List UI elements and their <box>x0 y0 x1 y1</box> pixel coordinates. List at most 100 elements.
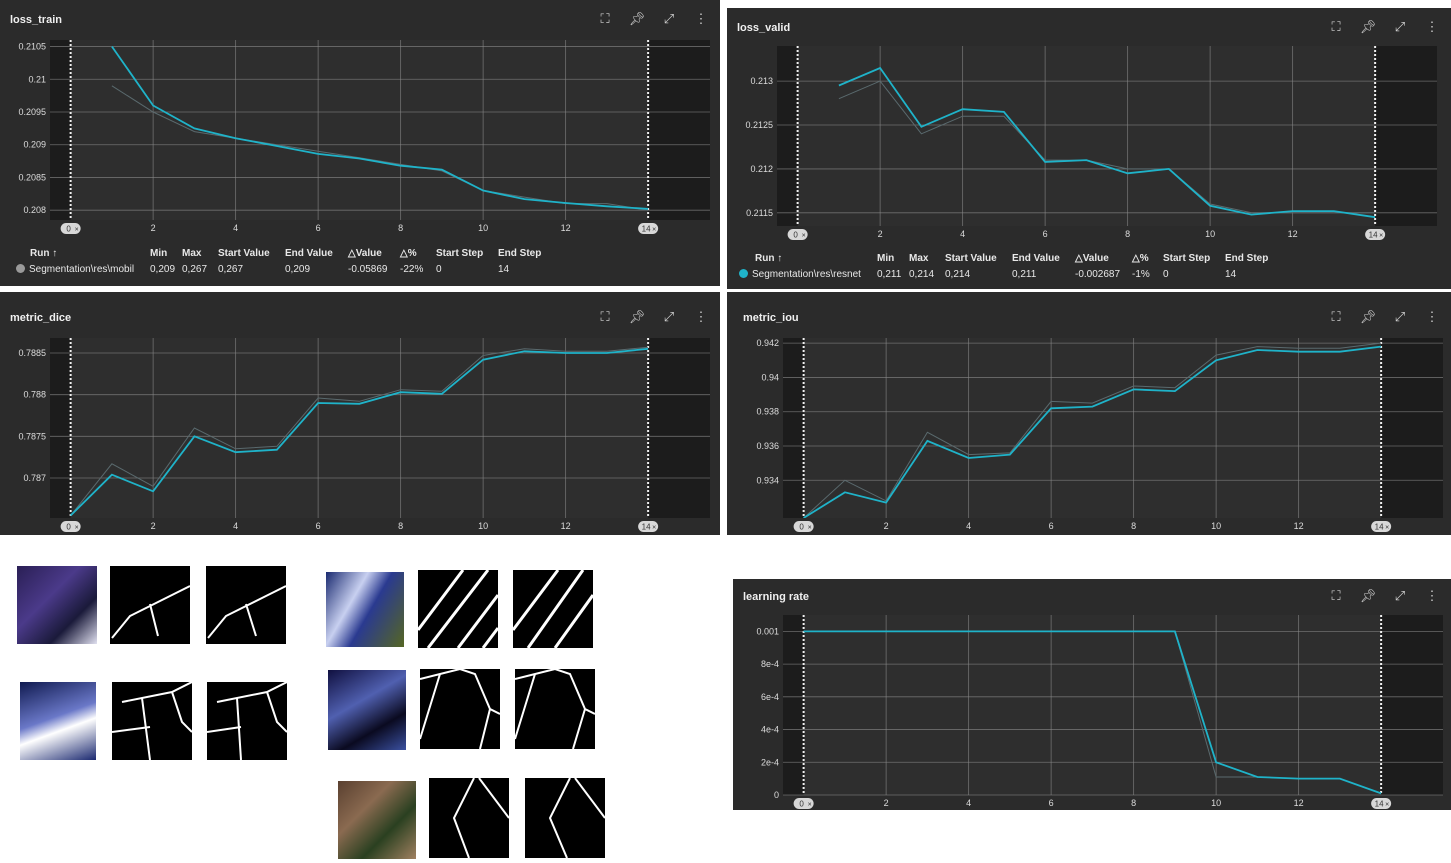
x-tick-label: 2 <box>151 223 156 233</box>
x-tick-label: 10 <box>1211 521 1221 531</box>
x-tick-label: 2 <box>884 798 889 808</box>
road-lines <box>206 566 286 644</box>
y-tick-label: 0.2125 <box>745 120 773 130</box>
cell-start-step: 0 <box>436 264 442 275</box>
range-clear-icon: × <box>808 802 812 809</box>
x-tick-label: 10 <box>1211 798 1221 808</box>
cell-end-step: 14 <box>498 264 509 275</box>
range-shade-right <box>1381 338 1443 518</box>
col-end-value: End Value <box>285 248 333 259</box>
cell-max: 0,267 <box>182 264 207 275</box>
range-clear-icon: × <box>1379 233 1383 240</box>
col-run[interactable]: Run ↑ <box>755 253 782 264</box>
range-handle-label: 14 <box>1369 231 1378 240</box>
x-tick-label: 10 <box>1205 229 1215 239</box>
col-end-step: End Step <box>498 248 541 259</box>
x-tick-label: 8 <box>1131 798 1136 808</box>
x-tick-label: 12 <box>1294 798 1304 808</box>
col-min: Min <box>150 248 167 259</box>
x-tick-label: 8 <box>1131 521 1136 531</box>
cell-delta-value: -0.05869 <box>348 264 387 275</box>
predicted-mask <box>525 778 605 858</box>
range-shade-right <box>648 338 710 518</box>
x-tick-label: 12 <box>1294 521 1304 531</box>
road-lines <box>515 669 595 749</box>
road-lines <box>207 682 287 760</box>
road-lines <box>525 778 605 858</box>
range-shade-right <box>1381 615 1443 795</box>
run-color-dot <box>739 269 748 278</box>
y-tick-label: 0.788 <box>23 390 46 400</box>
x-tick-label: 2 <box>884 521 889 531</box>
range-shade-left <box>50 40 71 220</box>
road-lines <box>513 570 593 648</box>
range-handle-label: 0 <box>799 523 804 532</box>
range-shade-left <box>783 338 804 518</box>
range-clear-icon: × <box>1385 802 1389 809</box>
x-tick-label: 12 <box>561 223 571 233</box>
y-tick-label: 0.7885 <box>18 348 46 358</box>
x-tick-label: 10 <box>478 223 488 233</box>
y-tick-label: 0.787 <box>23 473 46 483</box>
y-tick-label: 6e-4 <box>761 692 779 702</box>
x-tick-label: 4 <box>966 798 971 808</box>
col-max: Max <box>909 253 928 264</box>
col-start-step: Start Step <box>436 248 483 259</box>
range-clear-icon: × <box>75 227 79 234</box>
range-clear-icon: × <box>652 227 656 234</box>
road-lines <box>110 566 190 644</box>
x-tick-label: 2 <box>151 521 156 531</box>
range-handle-label: 0 <box>793 231 798 240</box>
col-end-value: End Value <box>1012 253 1060 264</box>
range-clear-icon: × <box>75 525 79 532</box>
cell-end-step: 14 <box>1225 269 1236 280</box>
range-clear-icon: × <box>802 233 806 240</box>
col-max: Max <box>182 248 201 259</box>
col-min: Min <box>877 253 894 264</box>
run-color-dot <box>16 264 25 273</box>
x-tick-label: 4 <box>960 229 965 239</box>
y-tick-label: 0.2085 <box>18 172 46 182</box>
y-tick-label: 0.209 <box>23 140 46 150</box>
y-tick-label: 0.94 <box>761 372 779 382</box>
predicted-mask <box>513 570 593 648</box>
cell-end-value: 0,211 <box>1012 269 1036 280</box>
col-delta-pct: △% <box>1132 253 1149 264</box>
plot-area <box>777 46 1437 226</box>
x-tick-label: 4 <box>966 521 971 531</box>
range-handle-label: 0 <box>66 225 71 234</box>
cell-delta-value: -0.002687 <box>1075 269 1120 280</box>
y-tick-label: 0 <box>774 790 779 800</box>
range-handle-label: 14 <box>1375 523 1384 532</box>
road-lines <box>429 778 509 858</box>
satellite-image <box>17 566 97 644</box>
x-tick-label: 6 <box>1049 521 1054 531</box>
x-tick-label: 6 <box>316 223 321 233</box>
y-tick-label: 0.936 <box>756 441 779 451</box>
range-clear-icon: × <box>652 525 656 532</box>
range-shade-left <box>777 46 798 226</box>
col-delta-value: △Value <box>1075 253 1109 264</box>
run-name: Segmentation\res\resnet <box>752 269 861 280</box>
x-tick-label: 10 <box>478 521 488 531</box>
range-handle-label: 0 <box>799 800 804 809</box>
cell-min: 0,211 <box>877 269 901 280</box>
y-tick-label: 0.001 <box>756 626 779 636</box>
y-tick-label: 8e-4 <box>761 659 779 669</box>
range-clear-icon: × <box>808 525 812 532</box>
col-delta-pct: △% <box>400 248 417 259</box>
x-tick-label: 4 <box>233 521 238 531</box>
ground-truth-mask <box>112 682 192 760</box>
plot-area <box>50 338 710 518</box>
cell-delta-pct: -1% <box>1132 269 1150 280</box>
col-run[interactable]: Run ↑ <box>30 248 57 259</box>
